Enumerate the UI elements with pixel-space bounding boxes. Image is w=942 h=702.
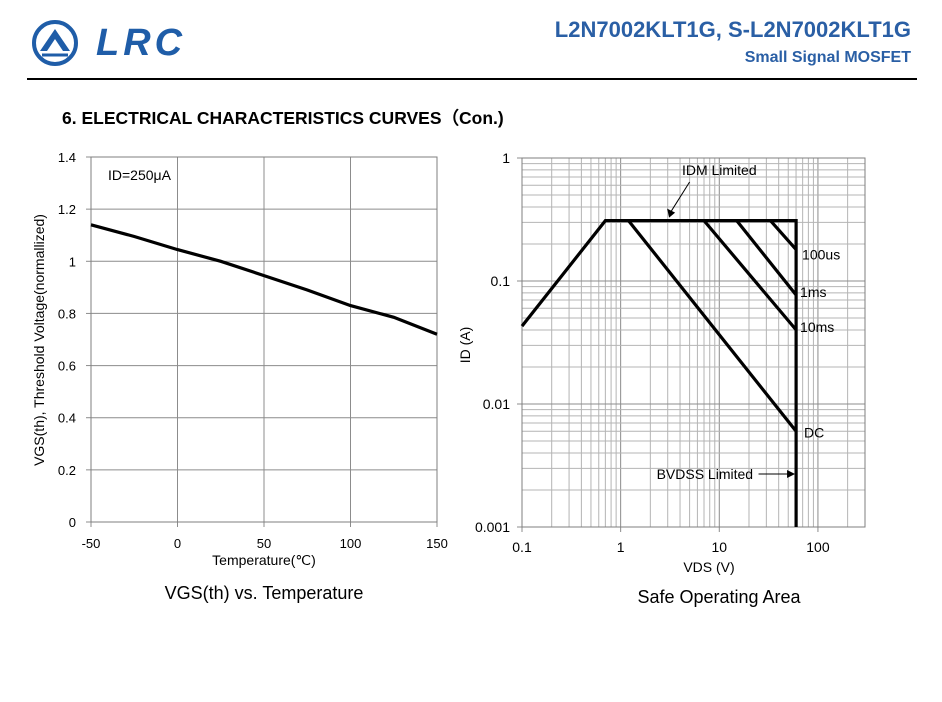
chart1-x-tick-label: -50 <box>82 536 101 551</box>
chart2-x-tick-label: 100 <box>806 539 830 555</box>
chart1-series-line <box>90 223 438 336</box>
chart1-x-tick-label: 100 <box>340 536 362 551</box>
chart2-label-100us: 100us <box>802 247 840 263</box>
chart2-plot-frame <box>521 157 866 528</box>
chart2-curve-labels: 100us 1ms 10ms DC IDM Limited BVDSS Limited <box>657 162 841 482</box>
header-divider <box>27 78 917 80</box>
chart1-y-tick-label: 1 <box>69 254 76 269</box>
vgs-temperature-chart: -50 0 50 100 150 0 0.2 0.4 0.6 0.8 1 1.2 1.4 ID=250μ… <box>31 150 448 603</box>
chart2-idm-arrow <box>668 181 691 215</box>
chart1-y-tick-label: 0.6 <box>58 359 76 374</box>
chart2-idm-arrowhead <box>667 208 676 218</box>
chart2-series <box>520 218 798 527</box>
chart1-y-tick-label: 1.4 <box>58 150 76 165</box>
chart2-x-tick-label: 10 <box>712 539 728 555</box>
chart2-y-tick-label: 0.1 <box>491 273 511 289</box>
chart1-y-tick-label: 1.2 <box>58 202 76 217</box>
chart1-x-axis-label: Temperature(℃) <box>212 552 316 568</box>
chart2-label-10ms: 10ms <box>800 319 834 335</box>
chart2-y-tick-label: 1 <box>502 150 510 166</box>
chart1-plot-frame <box>90 156 438 523</box>
chart1-title: VGS(th) vs. Temperature <box>165 583 364 603</box>
chart1-x-tick-label: 50 <box>257 536 271 551</box>
safe-operating-area-chart: 0.1 1 10 100 0.001 0.01 0.1 1 100us 1ms 10ms DC IDM… <box>457 150 866 607</box>
chart1-y-tick-label: 0.8 <box>58 306 76 321</box>
chart1-x-tick-label: 0 <box>174 536 181 551</box>
lrc-logo: LRC <box>30 18 190 68</box>
chart2-label-1ms: 1ms <box>800 284 826 300</box>
chart2-bvdss-arrowhead <box>787 469 796 478</box>
chart1-x-tick-label: 150 <box>426 536 448 551</box>
chart2-y-axis-label: ID (A) <box>457 327 473 364</box>
chart2-x-tick-label: 1 <box>617 539 625 555</box>
chart1-y-tick-label: 0.4 <box>58 411 76 426</box>
logo-text: LRC <box>96 22 187 64</box>
chart2-series-dc <box>627 219 798 433</box>
chart2-x-axis-label: VDS (V) <box>683 559 734 575</box>
part-type-subtitle: Small Signal MOSFET <box>744 49 911 66</box>
chart1-grid <box>86 156 438 527</box>
chart2-label-bvdss: BVDSS Limited <box>657 466 753 482</box>
chart2-title: Safe Operating Area <box>637 587 801 607</box>
chart1-y-tick-label: 0.2 <box>58 463 76 478</box>
chart2-label-dc: DC <box>804 424 824 440</box>
chart2-y-tick-label: 0.001 <box>475 519 510 535</box>
chart2-series-1ms <box>735 219 798 296</box>
chart2-series-10ms <box>702 219 798 331</box>
chart1-tick-labels: -50 0 50 100 150 0 0.2 0.4 0.6 0.8 1 1.2 1.4 <box>58 150 448 551</box>
chart2-label-idm: IDM Limited <box>682 162 757 178</box>
chart1-annotation: ID=250μA <box>108 167 172 183</box>
lrc-logo-icon <box>32 20 78 66</box>
chart1-y-axis-label: VGS(th), Threshold Voltage(normallized) <box>31 214 47 466</box>
part-number-title: L2N7002KLT1G, S-L2N7002KLT1G <box>554 17 911 42</box>
chart2-tick-labels: 0.1 1 10 100 0.001 0.01 0.1 1 <box>475 150 830 555</box>
chart1-y-tick-label: 0 <box>69 515 76 530</box>
page-header: LRC L2N7002KLT1G, S-L2N7002KLT1G Small S… <box>0 0 942 80</box>
chart2-y-tick-label: 0.01 <box>483 396 510 412</box>
section-title: 6. ELECTRICAL CHARACTERISTICS CURVES（Con… <box>62 108 504 128</box>
chart2-x-tick-label: 0.1 <box>512 539 532 555</box>
chart2-series-envelope <box>520 218 798 527</box>
chart2-series-100us <box>769 219 798 251</box>
